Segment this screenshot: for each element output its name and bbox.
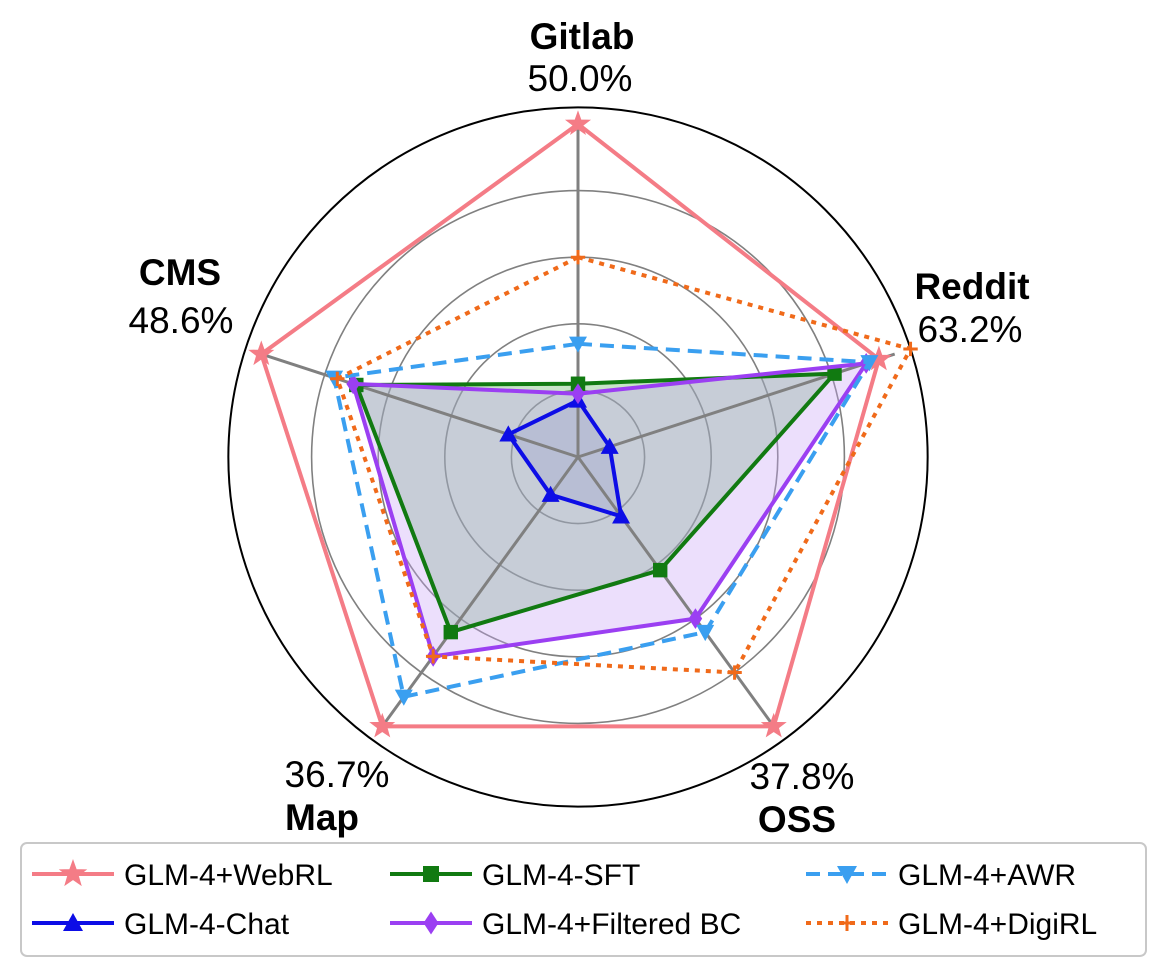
series-fill-glm-4-filtered-bc [353, 363, 867, 657]
data-point-glm-4-webrl-map [369, 712, 396, 738]
axis-label-cms: CMS [139, 252, 221, 293]
legend-label-glm-4-chat: GLM-4-Chat [124, 908, 290, 941]
data-point-glm-4-awr-oss [696, 624, 715, 642]
legend-item-glm-4-filtered-bc: GLM-4+Filtered BC [390, 908, 741, 941]
spoke-cms [260, 352, 579, 459]
outer-ring [227, 106, 929, 808]
axis-label-gitlab: Gitlab [530, 16, 635, 57]
data-point-glm-4-webrl-gitlab [564, 110, 592, 136]
data-point-glm-4-digirl-gitlab [570, 250, 586, 265]
data-point-glm-4-chat-map [541, 485, 560, 502]
legend-marker-glm-4-digirl [839, 915, 855, 931]
spoke-oss [576, 456, 775, 728]
data-point-glm-4-chat-oss [612, 507, 631, 524]
series-line-glm-4-filtered-bc [351, 361, 869, 659]
data-point-glm-4-awr-reddit [860, 355, 879, 372]
data-point-glm-4-awr-gitlab [569, 336, 587, 353]
axis-max-reddit: 63.2% [918, 309, 1023, 350]
legend-marker-glm-4-awr [837, 866, 857, 884]
axis-max-map: 36.7% [285, 754, 390, 795]
data-point-glm-4-sft-reddit [827, 366, 842, 381]
spoke-reddit [577, 352, 896, 459]
data-point-glm-4-webrl-oss [760, 712, 787, 738]
axis-label-map: Map [285, 797, 359, 838]
legend-marker-glm-4-chat [63, 913, 83, 931]
data-point-glm-4-filtered-bc-gitlab [571, 383, 585, 405]
series-line-glm-4-chat [506, 398, 624, 519]
series-fill-glm-4-chat [508, 400, 622, 517]
legend-item-glm-4-digirl: GLM-4+DigiRL [806, 908, 1097, 941]
data-point-glm-4-digirl-cms [330, 371, 345, 386]
series-glm-4-webrl [248, 110, 892, 738]
series-glm-4-digirl [330, 250, 918, 680]
legend-item-glm-4-chat: GLM-4-Chat [32, 908, 290, 941]
legend-item-glm-4-webrl: GLM-4+WebRL [32, 858, 333, 892]
axis-label-oss: OSS [758, 799, 836, 840]
data-point-glm-4-digirl-reddit [903, 341, 918, 357]
axis-max-oss: 37.8% [750, 756, 855, 797]
axis-max-gitlab: 50.0% [528, 58, 633, 99]
data-point-glm-4-webrl-cms [248, 340, 275, 366]
legend-label-glm-4-sft: GLM-4-SFT [482, 859, 640, 892]
data-point-glm-4-sft-oss [653, 562, 668, 578]
axis-max-cms: 48.6% [129, 300, 234, 341]
legend-label-glm-4-filtered-bc: GLM-4+Filtered BC [482, 908, 741, 941]
legend-marker-glm-4-webrl [58, 858, 88, 887]
legend-marker-glm-4-filtered-bc [423, 911, 439, 935]
data-point-glm-4-filtered-bc-oss [688, 608, 703, 629]
axis-label-reddit: Reddit [914, 266, 1029, 307]
legend-marker-glm-4-sft [423, 866, 439, 882]
data-point-glm-4-filtered-bc-cms [346, 373, 360, 395]
legend-label-glm-4-webrl: GLM-4+WebRL [124, 859, 333, 892]
data-point-glm-4-chat-cms [499, 425, 518, 442]
legend-item-glm-4-awr: GLM-4+AWR [806, 859, 1076, 892]
data-point-glm-4-sft-map [443, 624, 458, 640]
data-point-glm-4-chat-reddit [600, 437, 619, 454]
legend-frame [20, 842, 1147, 957]
series-fill-glm-4-sft [356, 373, 835, 633]
series-line-glm-4-digirl [335, 255, 913, 675]
legend-label-glm-4-awr: GLM-4+AWR [898, 859, 1076, 892]
legend-item-glm-4-sft: GLM-4-SFT [390, 859, 640, 892]
legend-label-glm-4-digirl: GLM-4+DigiRL [898, 908, 1097, 941]
data-point-glm-4-digirl-map [425, 649, 441, 664]
data-point-glm-4-digirl-oss [727, 665, 742, 680]
series-fills [353, 363, 867, 657]
series-line-glm-4-webrl [259, 122, 881, 729]
data-point-glm-4-awr-map [394, 689, 413, 706]
legend: GLM-4+WebRL GLM-4-SFT GLM-4+AWR GLM-4-Chat G… [20, 842, 1147, 957]
series-lines [248, 110, 918, 738]
